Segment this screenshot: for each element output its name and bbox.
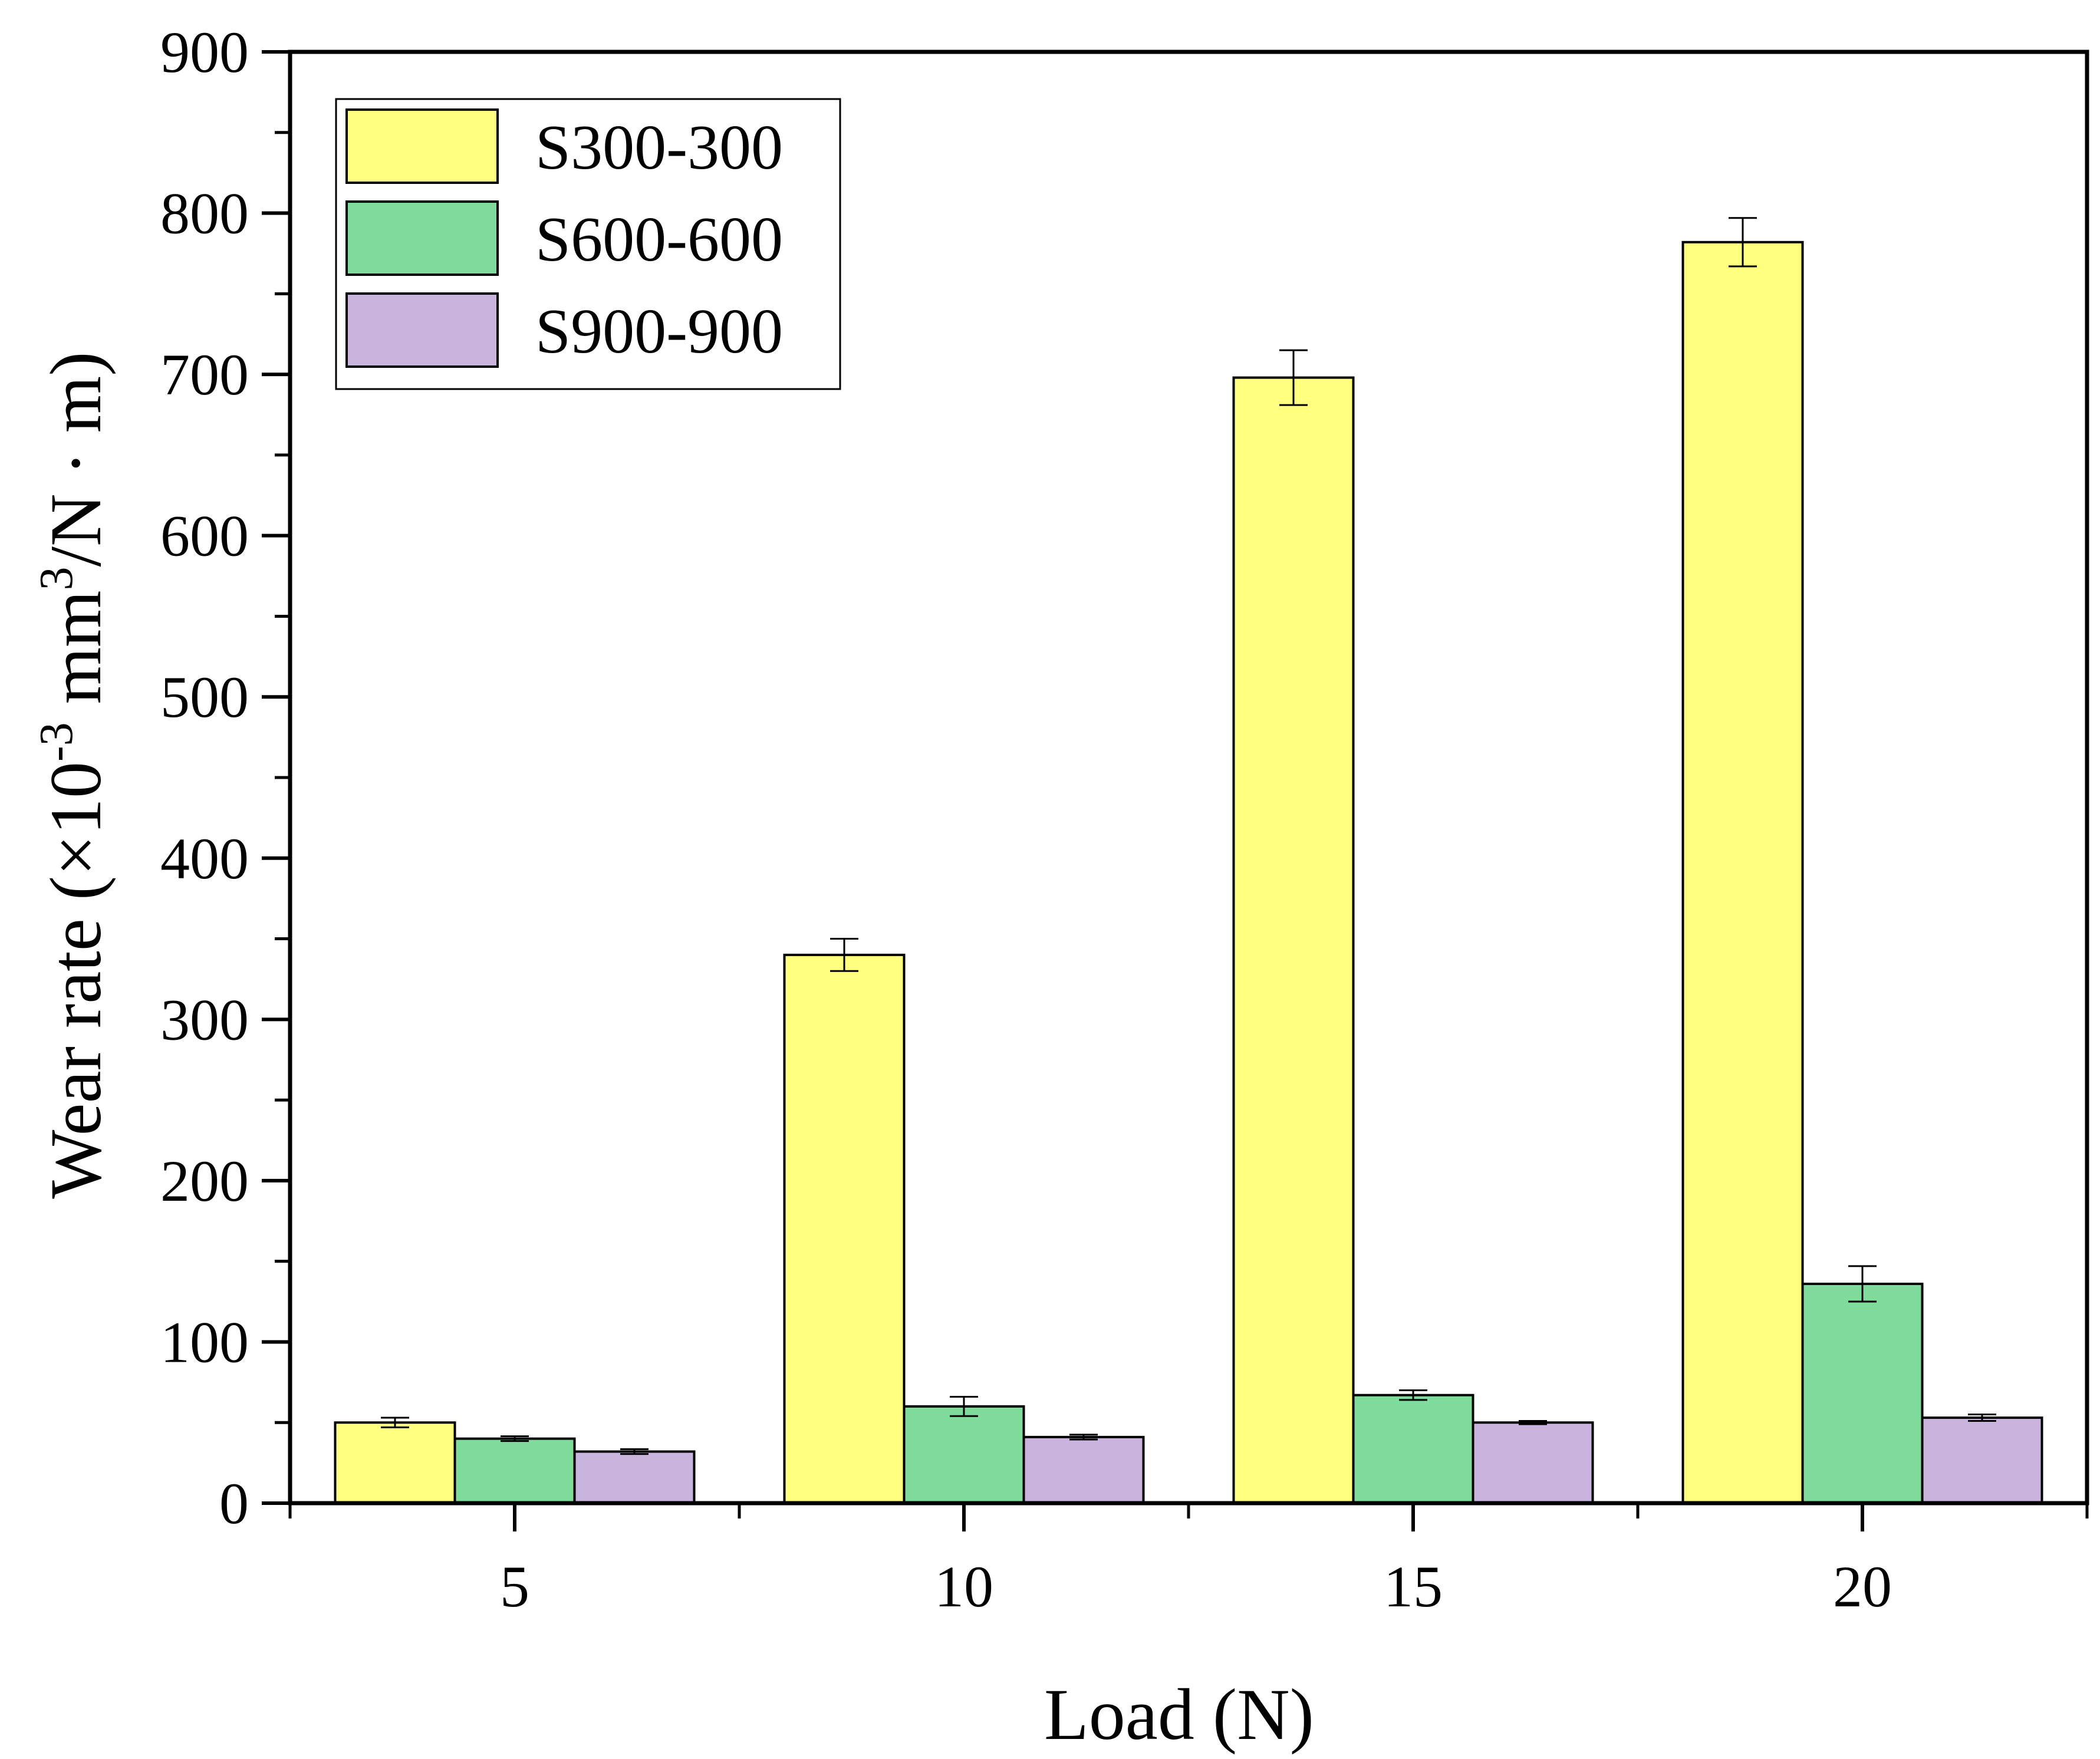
bar-s900-900-load-20 bbox=[1921, 1417, 2043, 1505]
bar-s600-600-load-15 bbox=[1352, 1394, 1474, 1504]
y-tick-label-900: 900 bbox=[160, 19, 249, 85]
bar-s600-600-load-10 bbox=[903, 1405, 1025, 1505]
y-tick-label-700: 700 bbox=[160, 342, 249, 407]
legend-swatch-s900-900 bbox=[345, 292, 499, 368]
x-tick-label-5: 5 bbox=[500, 1554, 529, 1619]
legend-label-s300-300: S300-300 bbox=[535, 113, 783, 183]
y-axis-title-exponent-2: 3 bbox=[31, 566, 83, 590]
bars-layer bbox=[334, 241, 2043, 1505]
y-tick-label-800: 800 bbox=[160, 181, 249, 246]
error-bars-layer bbox=[381, 217, 1996, 1455]
y-axis-title-suffix: /N · m) bbox=[35, 351, 116, 566]
x-tick-label-20: 20 bbox=[1833, 1554, 1892, 1619]
bar-s300-300-load-15 bbox=[1232, 376, 1355, 1504]
y-tick-label-300: 300 bbox=[160, 987, 249, 1052]
x-tick-label-15: 15 bbox=[1384, 1554, 1443, 1619]
legend: S300-300 S600-600 S900-900 bbox=[335, 98, 841, 390]
y-axis-title-exponent-1: -3 bbox=[31, 722, 83, 762]
legend-label-s600-600: S600-600 bbox=[535, 205, 783, 275]
bar-s900-900-load-5 bbox=[573, 1450, 696, 1504]
bar-s600-600-load-5 bbox=[453, 1437, 576, 1505]
y-axis-title-prefix: Wear rate (×10 bbox=[35, 762, 116, 1199]
x-axis-title: Load (N) bbox=[1044, 1674, 1314, 1755]
bar-s600-600-load-20 bbox=[1801, 1282, 1924, 1504]
y-tick-label-400: 400 bbox=[160, 826, 249, 891]
y-tick-label-100: 100 bbox=[160, 1309, 249, 1375]
legend-label-s900-900: S900-900 bbox=[535, 297, 783, 367]
bar-s900-900-load-10 bbox=[1022, 1435, 1145, 1505]
legend-swatch-s300-300 bbox=[345, 108, 499, 184]
y-axis-title: Wear rate (×10-3 mm3/N · m) bbox=[31, 351, 116, 1198]
y-tick-label-600: 600 bbox=[160, 503, 249, 569]
y-tick-label-0: 0 bbox=[219, 1471, 249, 1536]
bar-s300-300-load-20 bbox=[1681, 241, 1804, 1504]
x-tick-label-10: 10 bbox=[934, 1554, 993, 1619]
y-axis-title-middle: mm bbox=[35, 590, 116, 722]
bar-s300-300-load-5 bbox=[334, 1421, 456, 1504]
ticks-layer: 0 100 200 300 400 500 600 700 800 900 5 10 15 20 bbox=[160, 19, 2089, 1619]
y-tick-label-200: 200 bbox=[160, 1148, 249, 1214]
y-tick-label-500: 500 bbox=[160, 664, 249, 730]
legend-swatch-s600-600 bbox=[345, 200, 499, 276]
bar-s900-900-load-15 bbox=[1472, 1421, 1594, 1504]
bar-s300-300-load-10 bbox=[783, 953, 906, 1504]
